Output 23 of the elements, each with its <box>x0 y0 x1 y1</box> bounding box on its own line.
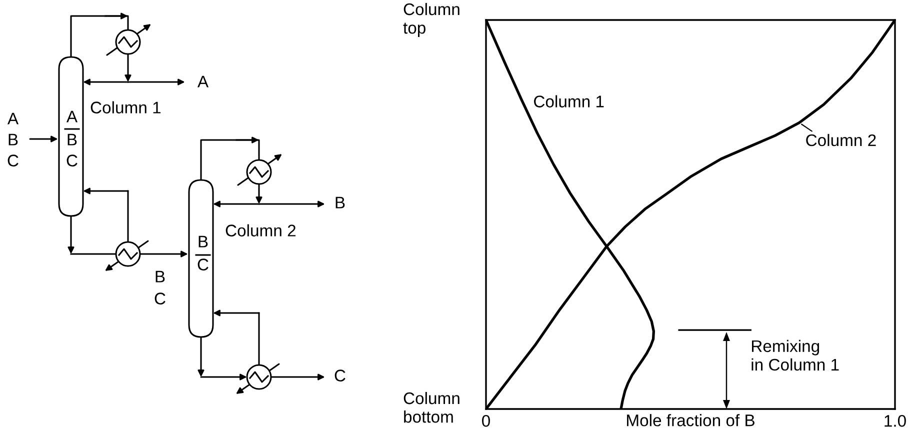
text: C <box>8 154 18 166</box>
text: B <box>336 196 345 208</box>
x-tick-label: 0 <box>482 414 490 427</box>
text: C <box>334 370 346 382</box>
annotation: Remixing in Column 1 <box>752 340 839 371</box>
text: Column 2 <box>226 224 296 236</box>
text: B <box>156 270 165 282</box>
text: A <box>66 110 78 122</box>
series-label: Column 1 <box>534 95 604 108</box>
text: Column 1 <box>90 101 161 114</box>
text: Column top <box>403 2 460 38</box>
text: B <box>8 134 18 146</box>
text: C <box>66 154 78 166</box>
x-axis-title: Mole fraction of B <box>627 414 754 426</box>
legend-label: Column 2 <box>806 134 876 146</box>
text: A <box>197 76 209 88</box>
text: Column bottom <box>404 392 460 423</box>
text: C <box>198 258 208 270</box>
text: C <box>154 292 166 304</box>
text: B <box>68 134 77 146</box>
text: B <box>198 236 208 248</box>
text: A <box>7 112 19 124</box>
x-tick-label: 1.0 <box>884 414 906 427</box>
